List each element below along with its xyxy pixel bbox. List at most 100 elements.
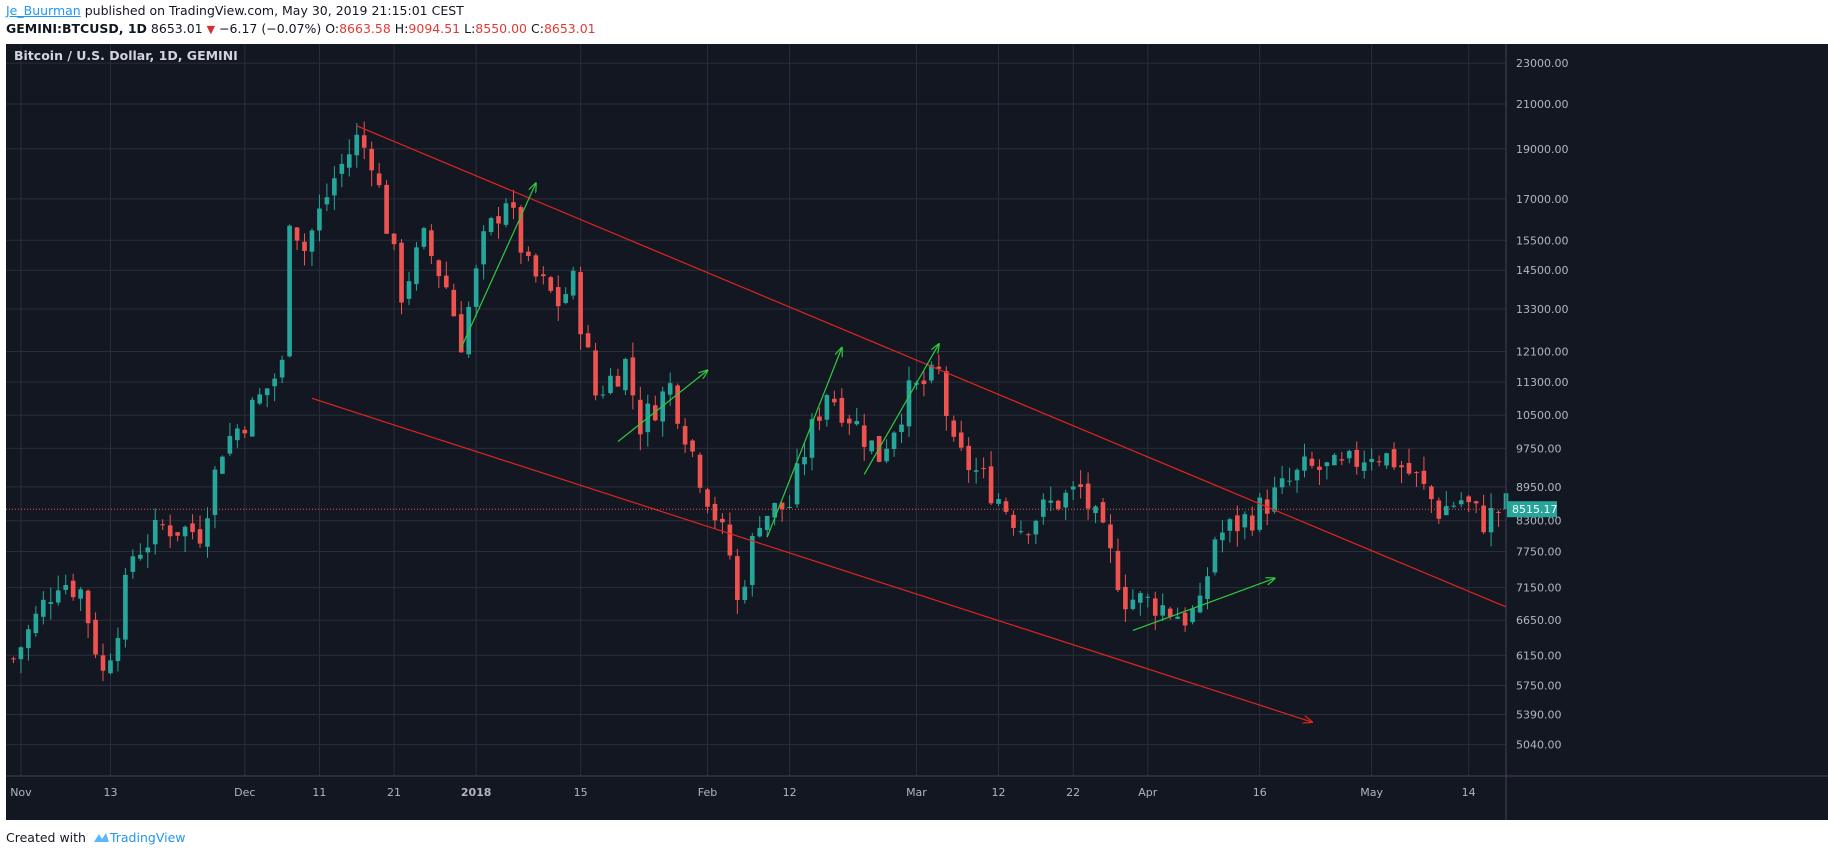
candle-body (1294, 469, 1300, 481)
candle-body (742, 586, 748, 601)
candle-body (443, 275, 449, 288)
candle-body (578, 272, 583, 335)
time-tick-label: Dec (234, 786, 255, 799)
price-tick-label: 23000.00 (1516, 57, 1569, 70)
candle-body (1048, 500, 1054, 503)
symbol-info-bar: GEMINI:BTCUSD, 1D 8653.01 ▼ −6.17 (−0.07… (6, 21, 596, 36)
candle-body (817, 416, 822, 421)
candle-body (317, 208, 322, 231)
symbol-label: GEMINI:BTCUSD, 1D (6, 21, 147, 36)
candle-body (802, 456, 807, 465)
candle-body (391, 233, 397, 245)
candle-body (511, 202, 516, 208)
candle-body (533, 255, 539, 277)
candle-body (1429, 486, 1434, 500)
price-tick-label: 19000.00 (1516, 143, 1569, 156)
open-label: O: (325, 21, 340, 36)
candle-body (309, 230, 315, 252)
time-tick-label: 12 (783, 786, 797, 799)
axes: 23000.00 21000.00 19000.00 17000.00 15500.00… (6, 44, 1828, 820)
price-change: −6.17 (−0.07%) (219, 21, 322, 36)
candle-body (846, 418, 852, 424)
candle-body (78, 589, 83, 599)
candle-body (1063, 492, 1069, 508)
candle-body (720, 518, 725, 523)
time-tick-label: 12 (992, 786, 1006, 799)
candle-body (936, 366, 942, 369)
candle-body (735, 556, 740, 601)
candle-body (1130, 599, 1136, 609)
candle-body (1317, 466, 1322, 470)
candle-body (682, 425, 688, 445)
candle-body (794, 463, 800, 505)
candle-body (220, 456, 225, 474)
price-tick-label: 14500.00 (1516, 264, 1569, 277)
candle-body (1026, 534, 1031, 536)
candle-body (570, 270, 576, 296)
price-tick-label: 5040.00 (1516, 739, 1562, 752)
candle-body (279, 359, 285, 378)
candle-body (1220, 532, 1225, 541)
candle-body (26, 629, 31, 649)
candle-body (1093, 506, 1098, 514)
candle-body (302, 241, 307, 251)
candle-body (205, 518, 210, 547)
price-tick-label: 8300.00 (1516, 515, 1562, 528)
time-tick-label: Mar (906, 786, 927, 799)
created-with-text: Created with (6, 830, 86, 845)
candle-body (1257, 497, 1263, 530)
candle-body (1279, 478, 1285, 488)
candle-body (354, 134, 360, 156)
close-value: 8653.01 (543, 21, 596, 36)
candle-body (630, 357, 636, 396)
price-tick-label: 15500.00 (1516, 234, 1569, 247)
candle-body (242, 429, 248, 434)
footer: Created with TradingView (6, 830, 185, 845)
down-triangle-icon: ▼ (206, 23, 216, 36)
candle-body (18, 647, 24, 660)
candle-body (48, 602, 54, 604)
candle-body (652, 405, 658, 421)
tradingview-brand[interactable]: TradingView (109, 830, 186, 845)
grid-lines (6, 44, 1506, 776)
candle-body (182, 526, 188, 537)
green-arrow (766, 348, 842, 538)
candle-body (346, 154, 352, 168)
last-price: 8653.01 (150, 21, 203, 36)
price-tick-label: 8950.00 (1516, 481, 1562, 494)
candle-body (421, 228, 427, 247)
candle-body (55, 590, 61, 603)
candle-body (1011, 514, 1016, 528)
candle-body (869, 440, 874, 452)
candle-body (667, 383, 673, 395)
candle-body (1309, 458, 1315, 466)
candle-body (839, 398, 845, 423)
candle-body (1458, 500, 1464, 505)
candle-body (690, 440, 695, 452)
candle-body (1473, 501, 1479, 504)
candle-body (451, 289, 457, 317)
candle-body (212, 469, 218, 516)
candle-body (376, 173, 382, 186)
candle-body (145, 547, 151, 553)
candle-body (832, 398, 837, 403)
candle-body (1369, 458, 1374, 463)
candle-body (33, 613, 39, 634)
candle-body (429, 230, 434, 256)
high-label: H: (394, 21, 409, 36)
candle-body (1339, 459, 1345, 461)
price-chart[interactable]: 23000.00 21000.00 19000.00 17000.00 15500.00… (6, 44, 1828, 820)
candle-body (1041, 499, 1046, 517)
candle-body (130, 556, 136, 572)
candle-body (727, 524, 733, 556)
candle-body (1212, 539, 1218, 573)
candle-body (854, 421, 860, 425)
author-link[interactable]: Je_Buurman (6, 3, 81, 18)
candle-body (585, 333, 591, 348)
candle-body (496, 216, 501, 224)
candle-body (958, 432, 964, 448)
candle-body (384, 184, 389, 234)
high-value: 9094.51 (408, 21, 461, 36)
candle-body (1361, 462, 1367, 471)
time-tick-label: 16 (1253, 786, 1267, 799)
